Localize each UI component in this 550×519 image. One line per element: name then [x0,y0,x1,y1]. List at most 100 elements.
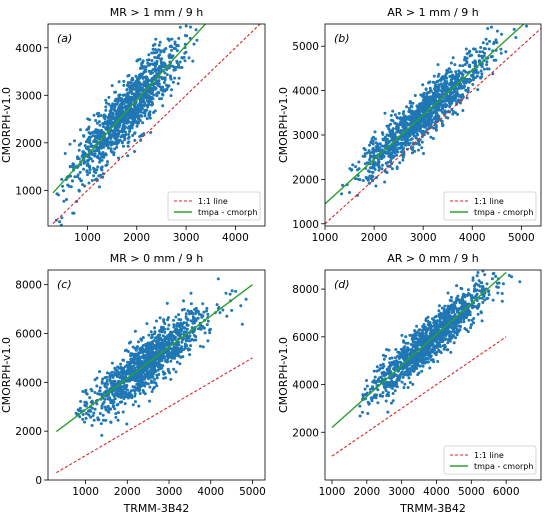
data-point [84,416,88,420]
data-point [354,177,357,181]
data-point [129,88,133,92]
data-point [393,389,397,393]
data-point [77,148,81,152]
data-point [426,131,430,135]
data-point [153,74,157,78]
data-point [203,331,207,335]
data-point [122,124,126,128]
data-point [201,345,205,349]
data-point [392,154,396,158]
data-point [161,65,165,69]
data-point [78,406,82,410]
data-point [489,55,493,59]
data-point [417,148,420,152]
plot-frame [47,269,266,481]
data-point [120,141,124,145]
data-point [410,365,414,368]
data-point [182,299,185,303]
data-point [427,90,431,94]
data-point [186,317,190,321]
data-point [135,90,139,94]
data-point [448,83,451,87]
data-point [148,385,152,389]
data-point [415,123,419,127]
data-point [422,109,426,113]
data-point [122,102,126,106]
data-point [419,93,423,97]
data-point [149,330,153,334]
data-point [189,302,193,306]
data-point [466,86,470,90]
data-point [390,138,394,142]
data-point [130,365,134,369]
data-point [155,50,159,54]
data-point [481,301,485,304]
data-point [132,377,136,381]
data-point [108,374,112,378]
data-point [87,413,91,417]
data-point [169,56,173,60]
data-point [62,189,65,193]
data-point [402,126,406,130]
data-point [485,60,489,64]
data-point [129,121,133,124]
data-point [418,110,422,114]
data-point [139,337,143,341]
data-point [440,306,444,310]
data-point [106,160,109,164]
data-point [410,109,414,113]
data-point [126,141,130,145]
data-point [177,329,181,333]
data-point [177,347,180,351]
data-point [97,185,101,189]
data-point [481,50,485,54]
data-point [135,121,139,125]
data-point [205,309,208,313]
data-point [181,338,184,342]
data-point [389,151,393,155]
data-point [388,361,392,365]
data-point [446,341,450,345]
data-point [234,289,238,293]
data-point [148,116,152,120]
data-point [147,69,151,73]
scatter-points [340,24,528,197]
data-point [149,72,153,76]
data-point [483,273,487,277]
data-point [79,142,83,146]
data-point [398,146,402,150]
data-point [109,386,113,390]
data-point [361,154,365,158]
data-point [150,101,154,104]
data-point [165,352,169,356]
data-point [385,124,389,128]
data-point [116,365,120,369]
data-point [92,411,96,415]
data-point [399,142,403,146]
data-point [427,100,431,104]
data-point [113,129,116,133]
data-point [378,142,382,146]
data-point [482,67,486,71]
data-point [358,414,362,418]
data-point [448,298,452,302]
data-point [104,122,108,126]
data-point [123,391,126,395]
data-point [183,326,187,330]
data-point [403,370,407,374]
data-point [216,277,220,281]
data-point [115,127,119,131]
data-point [137,379,141,382]
data-point [130,95,133,99]
data-point [149,350,153,354]
data-point [391,119,395,123]
data-point [426,357,430,361]
x-tick-label: 5000 [508,232,535,244]
data-point [160,62,163,66]
data-point [146,366,150,370]
data-point [131,115,135,119]
data-point [126,91,130,95]
data-point [108,396,112,400]
